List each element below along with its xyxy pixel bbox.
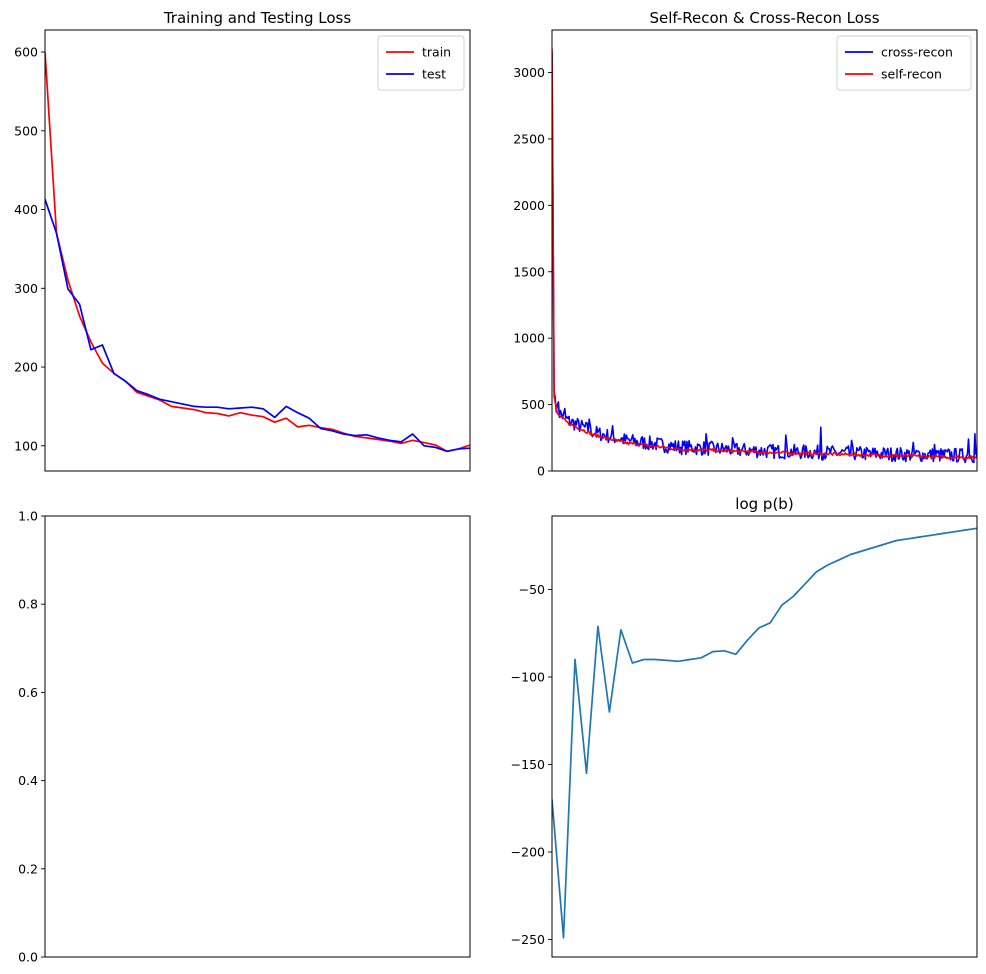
axes-frame xyxy=(551,29,978,472)
series-line-self-recon xyxy=(552,48,977,460)
y-tick-label: 500 xyxy=(14,123,38,138)
series-line-cross-recon xyxy=(552,52,977,464)
subplot-2: Self-Recon & Cross-Recon Loss 0 500 1000 150… xyxy=(513,9,978,479)
y-tick-label: 400 xyxy=(14,202,38,217)
legend-label: train xyxy=(422,45,451,60)
y-tick-label: 0 xyxy=(537,464,545,479)
y-tick-label: 2000 xyxy=(513,198,545,213)
y-tick-label: 500 xyxy=(521,397,545,412)
y-tick-label: 200 xyxy=(14,360,38,375)
axes-frame xyxy=(551,515,978,958)
y-tick-label: 3000 xyxy=(513,65,545,80)
y-tick-label: −150 xyxy=(511,757,545,772)
axes-frame xyxy=(44,29,471,472)
y-tick-label: −200 xyxy=(511,845,545,860)
chart-title: Self-Recon & Cross-Recon Loss xyxy=(649,9,879,27)
y-tick-label: 0.2 xyxy=(18,861,38,876)
y-tick-label: 100 xyxy=(14,438,38,453)
chart-title: log p(b) xyxy=(735,495,793,513)
series-line-test xyxy=(45,199,470,453)
y-tick-label: 0.8 xyxy=(18,597,38,612)
subplot-1: Training and Testing Loss 100 200 300 400 500… xyxy=(14,9,471,472)
subplot-4: log p(b) −250 −200 −150 −100 −50 xyxy=(511,495,978,958)
axes-frame xyxy=(44,515,471,958)
y-tick-label: 1500 xyxy=(513,264,545,279)
subplot-3: 0.0 0.2 0.4 0.6 0.8 1.0 xyxy=(18,509,471,965)
legend-label: self-recon xyxy=(881,67,942,82)
chart-title: Training and Testing Loss xyxy=(163,9,352,27)
y-tick-label: 600 xyxy=(14,45,38,60)
y-tick-label: −100 xyxy=(511,670,545,685)
series-line-train xyxy=(45,52,470,453)
legend-label: test xyxy=(422,67,446,82)
y-tick-label: 1.0 xyxy=(18,509,38,524)
y-tick-label: 0.0 xyxy=(18,950,38,965)
y-tick-label: −250 xyxy=(511,932,545,947)
y-tick-label: 300 xyxy=(14,281,38,296)
legend: cross-recon self-recon xyxy=(836,35,972,91)
legend: train test xyxy=(377,35,465,91)
y-tick-label: 2500 xyxy=(513,131,545,146)
y-tick-label: −50 xyxy=(519,582,545,597)
legend-label: cross-recon xyxy=(881,45,953,60)
y-tick-label: 0.6 xyxy=(18,685,38,700)
y-tick-label: 0.4 xyxy=(18,773,38,788)
series-line-series xyxy=(552,527,977,939)
y-tick-label: 1000 xyxy=(513,331,545,346)
